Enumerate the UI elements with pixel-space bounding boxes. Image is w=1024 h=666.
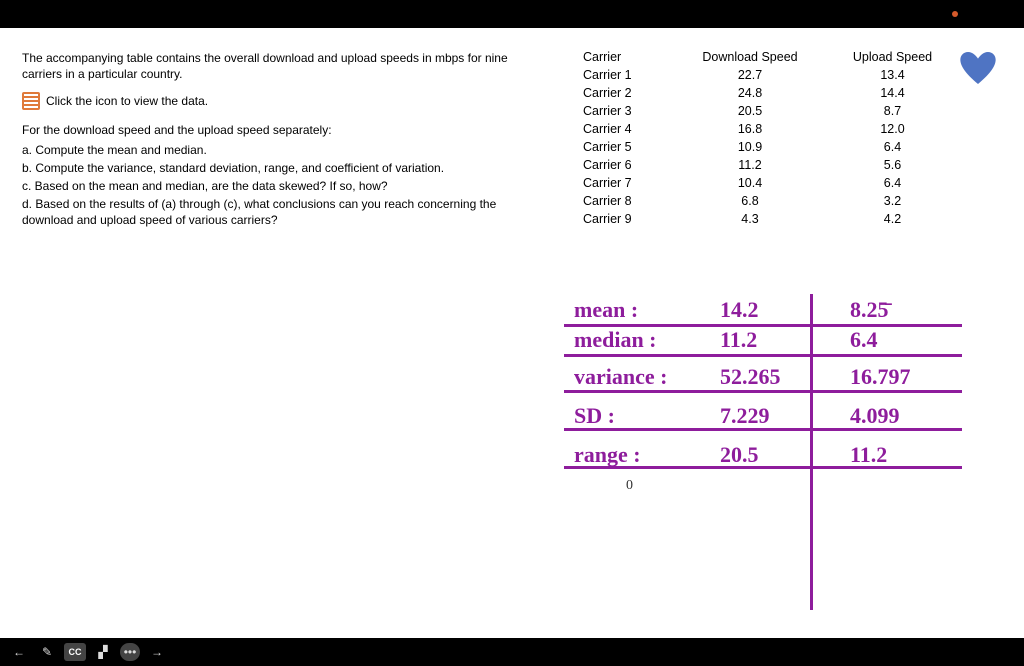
forward-button[interactable]: → xyxy=(146,643,168,661)
data-link-row[interactable]: Click the icon to view the data. xyxy=(22,92,542,110)
whiteboard-canvas: The accompanying table contains the over… xyxy=(0,28,1024,638)
download-value: 11.2 xyxy=(675,158,825,172)
player-toolbar: ← ✎ CC ▞ ••• → xyxy=(0,638,1024,666)
upload-value: 13.4 xyxy=(825,68,960,82)
download-value: 6.8 xyxy=(675,194,825,208)
pencil-button[interactable]: ✎ xyxy=(36,643,58,661)
hand-vrule xyxy=(810,294,813,610)
part-d-text: d. Based on the results of (a) through (… xyxy=(22,196,542,228)
part-c-text: c. Based on the mean and median, are the… xyxy=(22,178,542,194)
upload-value: 14.4 xyxy=(825,86,960,100)
upload-value: 5.6 xyxy=(825,158,960,172)
hand-up-variance: 16.797 xyxy=(850,364,911,390)
part-b-text: b. Compute the variance, standard deviat… xyxy=(22,160,542,176)
hand-label-range: range : xyxy=(574,442,641,468)
more-button[interactable]: ••• xyxy=(120,643,140,661)
hand-up-median: 6.4 xyxy=(850,327,878,353)
carrier-name: Carrier 9 xyxy=(575,212,675,226)
hand-hrule xyxy=(564,466,962,469)
table-row: Carrier 710.46.4 xyxy=(575,176,985,190)
hand-label-sd: SD : xyxy=(574,403,615,429)
hand-down-mean: 14.2 xyxy=(720,297,759,323)
carrier-name: Carrier 4 xyxy=(575,122,675,136)
upload-value: 6.4 xyxy=(825,140,960,154)
table-row: Carrier 122.713.4 xyxy=(575,68,985,82)
hand-down-sd: 7.229 xyxy=(720,403,770,429)
col-header-upload: Upload Speed xyxy=(825,50,960,64)
download-value: 16.8 xyxy=(675,122,825,136)
download-value: 20.5 xyxy=(675,104,825,118)
hand-up-range: 11.2 xyxy=(850,442,887,468)
download-value: 10.4 xyxy=(675,176,825,190)
carrier-name: Carrier 5 xyxy=(575,140,675,154)
hand-down-variance: 52.265 xyxy=(720,364,781,390)
heart-icon[interactable] xyxy=(960,52,996,84)
upload-value: 8.7 xyxy=(825,104,960,118)
table-icon[interactable] xyxy=(22,92,40,110)
question-text-block: The accompanying table contains the over… xyxy=(22,50,542,231)
hand-down-range: 20.5 xyxy=(720,442,759,468)
part-a-text: a. Compute the mean and median. xyxy=(22,142,542,158)
hand-label-median: median : xyxy=(574,327,657,353)
table-row: Carrier 86.83.2 xyxy=(575,194,985,208)
top-bar xyxy=(0,0,1024,28)
col-header-carrier: Carrier xyxy=(575,50,675,64)
carrier-name: Carrier 1 xyxy=(575,68,675,82)
upload-value: 3.2 xyxy=(825,194,960,208)
subhead: For the download speed and the upload sp… xyxy=(22,122,542,138)
hand-up-sd: 4.099 xyxy=(850,403,900,429)
carrier-name: Carrier 2 xyxy=(575,86,675,100)
download-value: 22.7 xyxy=(675,68,825,82)
click-data-text: Click the icon to view the data. xyxy=(46,93,208,109)
data-table: Carrier Download Speed Upload Speed Carr… xyxy=(575,50,985,230)
stray-mark: 0 xyxy=(626,478,633,494)
hand-hrule xyxy=(564,428,962,431)
hand-hrule xyxy=(564,324,962,327)
table-row: Carrier 94.34.2 xyxy=(575,212,985,226)
carrier-name: Carrier 3 xyxy=(575,104,675,118)
col-header-download: Download Speed xyxy=(675,50,825,64)
hand-up-mean: 8.25̄ xyxy=(850,297,889,323)
upload-value: 12.0 xyxy=(825,122,960,136)
table-row: Carrier 611.25.6 xyxy=(575,158,985,172)
download-value: 10.9 xyxy=(675,140,825,154)
carrier-name: Carrier 7 xyxy=(575,176,675,190)
hand-label-mean: mean : xyxy=(574,297,638,323)
back-button[interactable]: ← xyxy=(8,643,30,661)
table-row: Carrier 224.814.4 xyxy=(575,86,985,100)
table-row: Carrier 320.58.7 xyxy=(575,104,985,118)
download-value: 4.3 xyxy=(675,212,825,226)
download-value: 24.8 xyxy=(675,86,825,100)
hand-label-variance: variance : xyxy=(574,364,667,390)
record-indicator-dot xyxy=(952,11,958,17)
table-header-row: Carrier Download Speed Upload Speed xyxy=(575,50,985,64)
table-row: Carrier 416.812.0 xyxy=(575,122,985,136)
hand-hrule xyxy=(564,390,962,393)
hand-hrule xyxy=(564,354,962,357)
carrier-name: Carrier 6 xyxy=(575,158,675,172)
table-body: Carrier 122.713.4Carrier 224.814.4Carrie… xyxy=(575,68,985,226)
carrier-name: Carrier 8 xyxy=(575,194,675,208)
cc-button[interactable]: CC xyxy=(64,643,86,661)
hand-down-median: 11.2 xyxy=(720,327,757,353)
camera-off-button[interactable]: ▞ xyxy=(92,643,114,661)
intro-paragraph: The accompanying table contains the over… xyxy=(22,50,542,82)
upload-value: 6.4 xyxy=(825,176,960,190)
upload-value: 4.2 xyxy=(825,212,960,226)
table-row: Carrier 510.96.4 xyxy=(575,140,985,154)
